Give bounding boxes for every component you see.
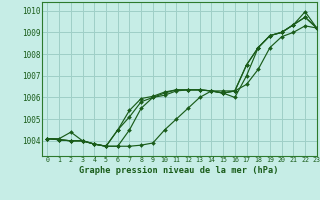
X-axis label: Graphe pression niveau de la mer (hPa): Graphe pression niveau de la mer (hPa) bbox=[79, 166, 279, 175]
